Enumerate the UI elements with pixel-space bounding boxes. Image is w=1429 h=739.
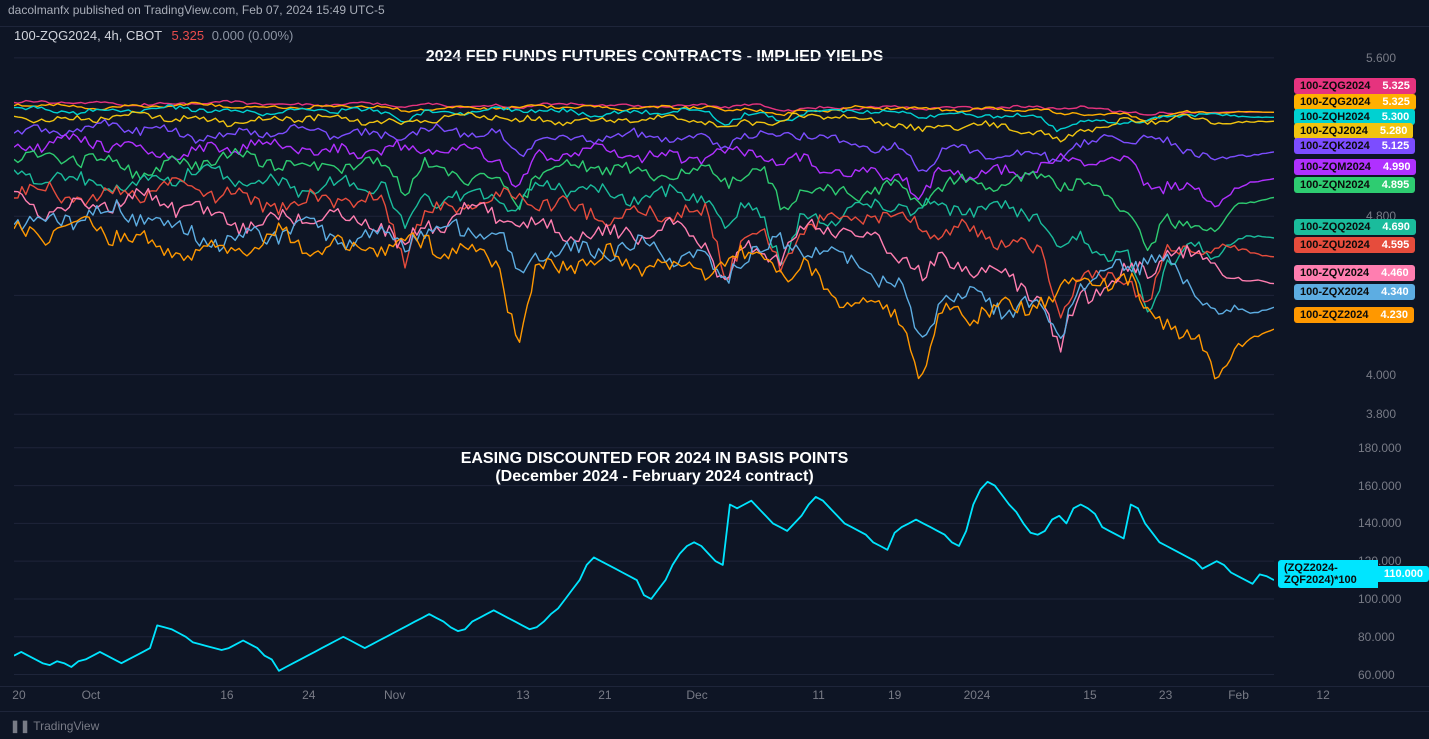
bottom-chart[interactable] <box>14 444 1274 684</box>
series-tag-value: 4.690 <box>1376 219 1416 235</box>
x-tick: 2024 <box>964 688 991 702</box>
top-chart[interactable] <box>14 48 1274 434</box>
x-tick: Nov <box>384 688 405 702</box>
x-tick: 16 <box>220 688 233 702</box>
top-ytick: 4.000 <box>1366 368 1396 382</box>
symbol-name: 100-ZQG2024, 4h, CBOT <box>14 28 162 43</box>
symbol-summary: 100-ZQG2024, 4h, CBOT 5.325 0.000 (0.00%… <box>14 28 293 43</box>
series-tag-label: 100-ZQN2024 <box>1294 177 1376 193</box>
series-tag-label: 100-ZQJ2024 <box>1294 123 1374 139</box>
series-tag-100-zqg2024[interactable]: 100-ZQG20245.325 <box>1294 94 1416 110</box>
x-tick: 13 <box>516 688 529 702</box>
x-tick: 11 <box>812 688 824 702</box>
top-ytick: 5.600 <box>1366 51 1396 65</box>
x-tick: 24 <box>302 688 315 702</box>
series-tag-label: 100-ZQU2024 <box>1294 237 1376 253</box>
bottom-ytick: 140.000 <box>1358 516 1401 530</box>
series-tag-value: 4.460 <box>1375 265 1415 281</box>
series-tag-100-zqg2024[interactable]: 100-ZQG20245.325 <box>1294 78 1416 94</box>
series-tag-value: 110.000 <box>1378 566 1429 582</box>
publish-text: dacolmanfx published on TradingView.com,… <box>8 3 385 17</box>
logo-text: TradingView <box>33 719 99 733</box>
series-tag-value: 5.325 <box>1376 94 1416 110</box>
tradingview-logo: ❚❚ TradingView <box>10 719 99 733</box>
bottom-ytick: 100.000 <box>1358 592 1401 606</box>
x-tick: 23 <box>1159 688 1172 702</box>
series-tag-label: 100-ZQQ2024 <box>1294 219 1376 235</box>
bottom-ytick: 180.000 <box>1358 441 1401 455</box>
top-ytick: 3.800 <box>1366 407 1396 421</box>
series-tag-100-zqu2024[interactable]: 100-ZQU20244.595 <box>1294 237 1415 253</box>
x-tick: 20 <box>12 688 25 702</box>
series-tag-label: (ZQZ2024-ZQF2024)*100 <box>1278 560 1378 588</box>
symbol-change: 0.000 (0.00%) <box>212 28 294 43</box>
series-tag-100-zqk2024[interactable]: 100-ZQK20245.125 <box>1294 138 1415 154</box>
bottom-ytick: 60.000 <box>1358 668 1395 682</box>
series-tag-value: 4.230 <box>1374 307 1414 323</box>
series-tag-value: 5.125 <box>1376 138 1416 154</box>
x-tick: 15 <box>1083 688 1096 702</box>
series-tag-value: 4.990 <box>1377 159 1417 175</box>
series-tag-value: 4.895 <box>1376 177 1416 193</box>
series-tag-easing[interactable]: (ZQZ2024-ZQF2024)*100110.000 <box>1278 560 1429 588</box>
x-tick: 12 <box>1316 688 1329 702</box>
series-tag-label: 100-ZQK2024 <box>1294 138 1376 154</box>
series-tag-value: 4.340 <box>1375 284 1415 300</box>
series-tag-100-zqx2024[interactable]: 100-ZQX20244.340 <box>1294 284 1415 300</box>
series-tag-label: 100-ZQG2024 <box>1294 78 1376 94</box>
x-tick: Feb <box>1228 688 1249 702</box>
series-tag-100-zqm2024[interactable]: 100-ZQM20244.990 <box>1294 159 1416 175</box>
bottom-ytick: 160.000 <box>1358 479 1401 493</box>
symbol-price: 5.325 <box>172 28 205 43</box>
bottom-ytick: 80.000 <box>1358 630 1395 644</box>
series-tag-label: 100-ZQG2024 <box>1294 94 1376 110</box>
series-tag-100-zqv2024[interactable]: 100-ZQV20244.460 <box>1294 265 1415 281</box>
series-tag-label: 100-ZQM2024 <box>1294 159 1377 175</box>
series-tag-value: 5.325 <box>1376 78 1416 94</box>
publish-header: dacolmanfx published on TradingView.com,… <box>0 0 1429 27</box>
series-tag-100-zqn2024[interactable]: 100-ZQN20244.895 <box>1294 177 1415 193</box>
series-tag-label: 100-ZQX2024 <box>1294 284 1375 300</box>
series-tag-label: 100-ZQZ2024 <box>1294 307 1374 323</box>
series-tag-label: 100-ZQV2024 <box>1294 265 1375 281</box>
series-tag-value: 5.280 <box>1374 123 1414 139</box>
series-tag-100-zqj2024[interactable]: 100-ZQJ20245.280 <box>1294 123 1413 139</box>
series-tag-100-zqz2024[interactable]: 100-ZQZ20244.230 <box>1294 307 1414 323</box>
x-tick: 19 <box>888 688 901 702</box>
series-tag-value: 4.595 <box>1376 237 1416 253</box>
x-tick: Dec <box>686 688 707 702</box>
x-tick: Oct <box>82 688 101 702</box>
x-tick: 21 <box>598 688 611 702</box>
series-tag-100-zqq2024[interactable]: 100-ZQQ20244.690 <box>1294 219 1416 235</box>
